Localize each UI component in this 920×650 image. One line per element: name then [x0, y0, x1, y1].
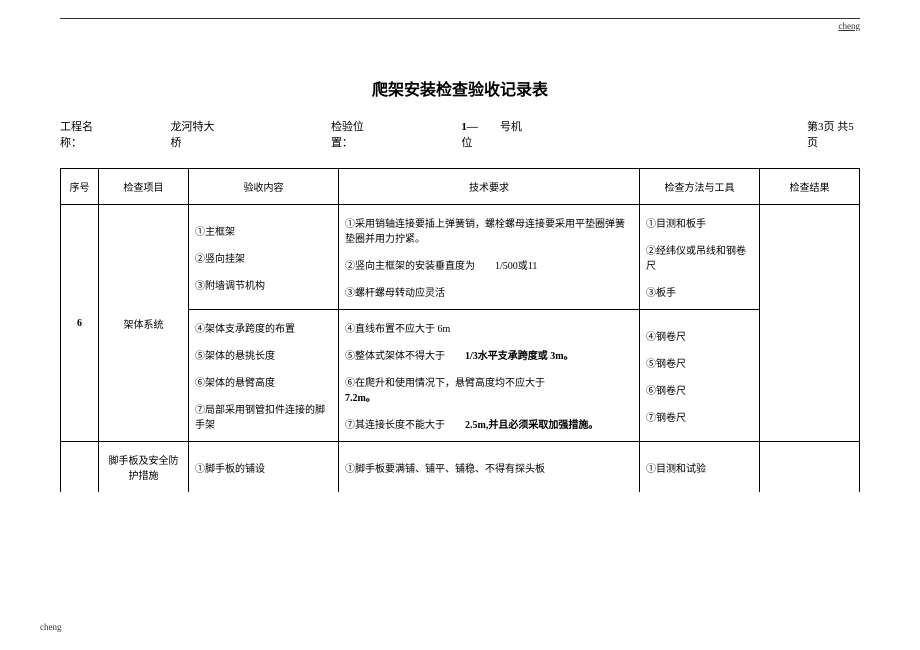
cell-result — [760, 442, 860, 493]
cell-tech-a: ①采用销轴连接要插上弹簧销，螺栓螺母连接要采用平垫圈弹簧垫圈并用力拧紧。 ②竖向… — [339, 205, 640, 310]
cell-method-a: ①目测和板手 ②经纬仪或吊线和钢卷尺 ③板手 — [640, 205, 760, 310]
table-row: 脚手板及安全防护措施 ①脚手板的铺设 ①脚手板要满铺、铺平、铺稳、不得有探头板 … — [61, 442, 860, 493]
cell-item: 脚手板及安全防护措施 — [99, 442, 189, 493]
cell-item: 架体系统 — [99, 205, 189, 442]
cell-result-a — [760, 205, 860, 442]
th-check: 验收内容 — [189, 169, 339, 205]
brand-top: cheng — [60, 21, 860, 31]
cell-check-b: ④架体支承跨度的布置 ⑤架体的悬挑长度 ⑥架体的悬臂高度 ⑦局部采用钢管扣件连接… — [189, 310, 339, 442]
proj-label: 工程名称： — [60, 118, 110, 150]
th-method: 检查方法与工具 — [640, 169, 760, 205]
th-seq: 序号 — [61, 169, 99, 205]
table-header-row: 序号 检查项目 验收内容 技术要求 检查方法与工具 检查结果 — [61, 169, 860, 205]
cell-method: ①目测和试验 — [640, 442, 760, 493]
page-top-rule — [60, 18, 860, 19]
document-title: 爬架安装检查验收记录表 — [60, 76, 860, 100]
page-info: 第3页 共5页 — [807, 118, 860, 150]
proj-value: 龙河特大桥 — [170, 118, 220, 150]
meta-row: 工程名称： 龙河特大桥 检验位置： 1— 号机位 第3页 共5页 — [60, 118, 860, 150]
cell-seq: 6 — [61, 205, 99, 442]
cell-method-b: ④钢卷尺 ⑤钢卷尺 ⑥钢卷尺 ⑦钢卷尺 — [640, 310, 760, 442]
pos-label: 检验位置： — [331, 118, 381, 150]
cell-seq — [61, 442, 99, 493]
cell-tech-b: ④直线布置不应大于 6m ⑤整体式架体不得大于 1/3水平支承跨度或 3m。 ⑥… — [339, 310, 640, 442]
cell-check: ①脚手板的铺设 — [189, 442, 339, 493]
th-item: 检查项目 — [99, 169, 189, 205]
cell-check-a: ①主框架 ②竖向挂架 ③附墙调节机构 — [189, 205, 339, 310]
pos-value: 1— 号机位 — [461, 118, 527, 150]
table-row: 6 架体系统 ①主框架 ②竖向挂架 ③附墙调节机构 ①采用销轴连接要插上弹簧销，… — [61, 205, 860, 310]
brand-bottom: cheng — [40, 622, 62, 632]
th-tech: 技术要求 — [339, 169, 640, 205]
inspection-table: 序号 检查项目 验收内容 技术要求 检查方法与工具 检查结果 6 架体系统 ①主… — [60, 168, 860, 492]
cell-tech: ①脚手板要满铺、铺平、铺稳、不得有探头板 — [339, 442, 640, 493]
th-result: 检查结果 — [760, 169, 860, 205]
